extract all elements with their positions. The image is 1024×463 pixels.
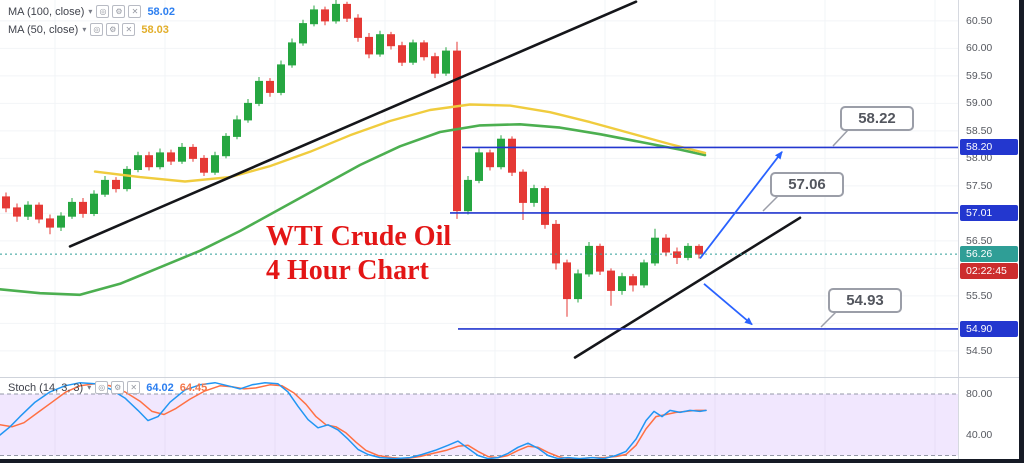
- chart-title-line1: WTI Crude Oil: [266, 221, 452, 252]
- callout-tail: [820, 311, 837, 328]
- stoch-d-line: [0, 383, 707, 459]
- stoch-tick: 80.00: [966, 388, 993, 400]
- stoch-k-value: 64.02: [146, 381, 174, 394]
- arrow-annotation[interactable]: [703, 283, 753, 326]
- settings-icon[interactable]: ⚙: [106, 23, 120, 36]
- chart-title-line2: 4 Hour Chart: [266, 255, 429, 287]
- level-price-badge: 58.20: [960, 139, 1018, 156]
- ma50-value: 58.03: [141, 23, 169, 36]
- price-tick: 54.50: [966, 344, 993, 357]
- trendline[interactable]: [573, 216, 802, 359]
- price-scale[interactable]: 60.50 60.00 59.50 59.00 58.50 58.00 57.50 56.50…: [958, 0, 1019, 463]
- price-tick: 55.50: [966, 289, 993, 302]
- chevron-down-icon[interactable]: ▾: [88, 7, 93, 16]
- callout-resistance[interactable]: 58.22: [840, 106, 914, 131]
- last-price-badge: 56.26: [960, 246, 1018, 263]
- callout-support[interactable]: 54.93: [828, 288, 902, 313]
- right-edge-strip: [1019, 0, 1024, 463]
- stoch-band: [0, 394, 958, 456]
- panel-separator[interactable]: [0, 377, 1019, 378]
- price-tick: 60.50: [966, 14, 993, 27]
- price-tick: 58.00: [966, 152, 993, 165]
- gridlines: [0, 0, 958, 459]
- callout-tail: [762, 195, 779, 212]
- candlestick-series: [2, 0, 703, 317]
- visibility-icon[interactable]: ◎: [95, 381, 109, 394]
- ma-50-line: [93, 103, 707, 183]
- stoch-tick: 40.00: [966, 429, 993, 441]
- price-tick: 57.50: [966, 179, 993, 192]
- settings-icon[interactable]: ⚙: [112, 5, 126, 18]
- chevron-down-icon[interactable]: ▾: [87, 383, 92, 392]
- price-tick: 59.50: [966, 69, 993, 82]
- remove-icon[interactable]: ✕: [127, 381, 141, 394]
- bar-countdown-badge: 02:22:45: [960, 263, 1018, 280]
- remove-icon[interactable]: ✕: [128, 5, 142, 18]
- stoch-legend[interactable]: Stoch (14, 3, 3) ▾ ◎ ⚙ ✕ 64.02 64.45: [8, 381, 207, 394]
- stoch-label[interactable]: Stoch (14, 3, 3): [8, 381, 84, 394]
- chart-canvas[interactable]: [0, 0, 958, 459]
- price-tick: 60.00: [966, 42, 993, 55]
- ma50-legend[interactable]: MA (50, close) ▾ ◎ ⚙ ✕ 58.03: [8, 23, 169, 36]
- ma50-label[interactable]: MA (50, close): [8, 23, 79, 36]
- level-price-badge: 57.01: [960, 204, 1018, 221]
- ma100-value: 58.02: [147, 5, 175, 18]
- visibility-icon[interactable]: ◎: [96, 5, 110, 18]
- visibility-icon[interactable]: ◎: [90, 23, 104, 36]
- stoch-k-line: [0, 381, 707, 459]
- arrow-annotation[interactable]: [699, 151, 783, 260]
- price-tick: 59.00: [966, 97, 993, 110]
- callout-mid-level[interactable]: 57.06: [770, 172, 844, 197]
- ma100-label[interactable]: MA (100, close): [8, 5, 85, 18]
- chevron-down-icon[interactable]: ▾: [82, 25, 87, 34]
- stoch-d-value: 64.45: [179, 381, 208, 394]
- price-tick: 56.50: [966, 234, 993, 247]
- level-price-badge: 54.90: [960, 320, 1018, 337]
- price-tick: 58.50: [966, 124, 993, 137]
- callout-tail: [832, 129, 849, 147]
- remove-icon[interactable]: ✕: [122, 23, 136, 36]
- ma100-legend[interactable]: MA (100, close) ▾ ◎ ⚙ ✕ 58.02: [8, 5, 175, 18]
- ma-100-line: [0, 123, 707, 297]
- chart-title-annotation[interactable]: WTI Crude Oil 4 Hour Chart: [266, 220, 451, 288]
- settings-icon[interactable]: ⚙: [111, 381, 125, 394]
- trendline[interactable]: [68, 0, 638, 248]
- bottom-edge-strip: [0, 459, 1024, 463]
